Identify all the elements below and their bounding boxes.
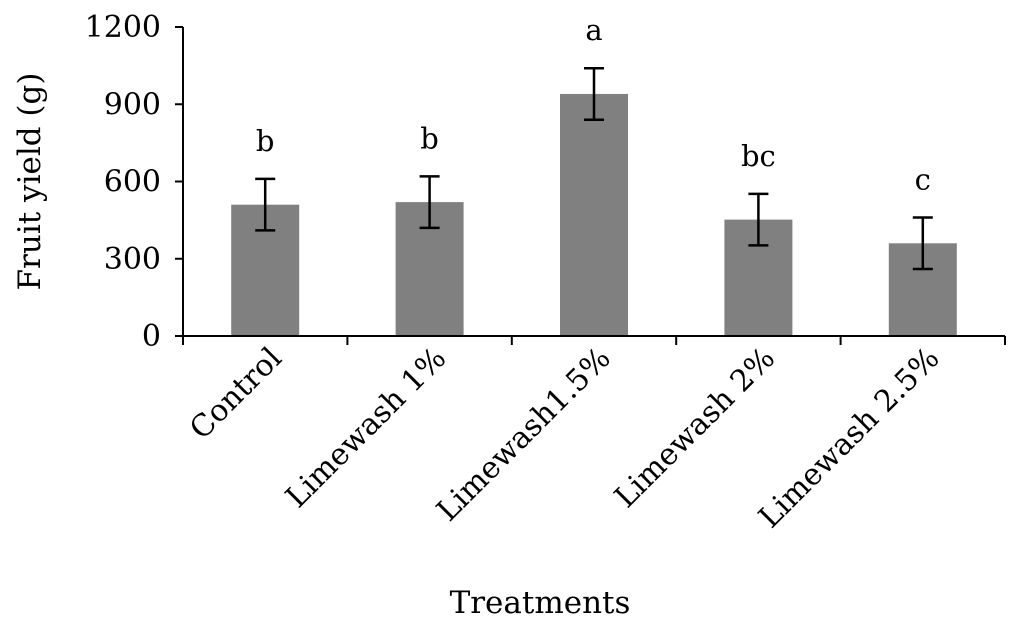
x-category-label: Limewash 2.5%	[752, 341, 946, 535]
y-tick-label: 600	[104, 165, 161, 200]
x-category-label: Limewash 1%	[279, 341, 453, 515]
significance-letter: b	[420, 121, 439, 155]
error-bar	[912, 216, 933, 271]
significance-letter: a	[585, 13, 602, 47]
y-tick-label: 0	[142, 319, 161, 354]
x-category-label: Limewash1.5%	[430, 341, 618, 529]
x-category-label: Control	[183, 341, 289, 447]
y-tick-label: 300	[104, 242, 161, 277]
significance-letters: b b a bc c	[256, 13, 931, 196]
significance-letter: b	[256, 124, 275, 158]
x-category-label: Limewash 2%	[608, 341, 782, 515]
significance-letter: bc	[741, 139, 776, 173]
bars	[231, 93, 957, 336]
error-bar	[584, 66, 604, 121]
significance-letter: c	[915, 163, 931, 197]
y-axis-title: Fruit yield (g)	[12, 73, 48, 291]
y-tick-label: 1200	[85, 10, 161, 45]
y-tick-label: 900	[104, 87, 161, 122]
bar	[560, 93, 628, 336]
error-bar	[255, 177, 276, 232]
y-axis-ticks: 0 300 600 900 1200	[85, 10, 183, 354]
axes	[182, 27, 1006, 345]
error-bar	[748, 192, 769, 247]
x-axis-title: Treatments	[450, 585, 631, 621]
error-bars	[255, 66, 933, 271]
error-bar	[419, 175, 440, 230]
